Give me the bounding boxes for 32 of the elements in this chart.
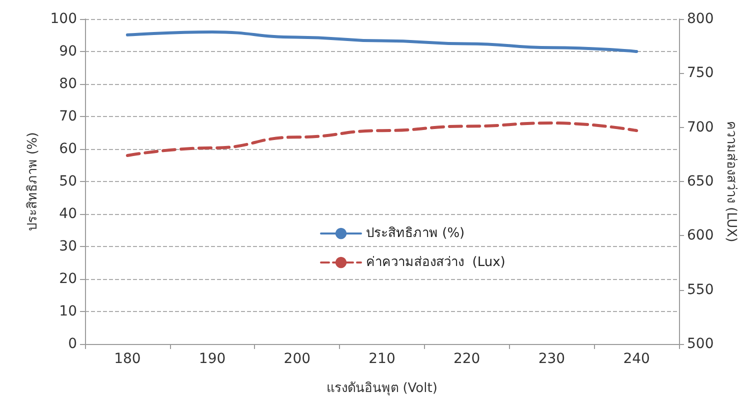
y-tick-label: 30	[59, 238, 77, 254]
y2-tick-label: 750	[687, 65, 714, 82]
x-tick-label: 190	[198, 351, 226, 367]
y-tick-label: 100	[50, 11, 77, 27]
x-tick-label: 240	[623, 351, 650, 367]
y-tick-label: 60	[59, 141, 77, 157]
line-series	[126, 30, 638, 53]
y-tick-label: 50	[59, 174, 77, 190]
x-axis-title: แรงดันอินพุต (Volt)	[326, 381, 438, 396]
line-series	[126, 122, 638, 157]
y2-tick-label: 800	[687, 11, 714, 27]
x-tick-label: 230	[538, 351, 566, 367]
y-tick-label: 40	[59, 206, 77, 222]
y-tick-label: 70	[59, 108, 77, 124]
y2-tick-label: 650	[687, 174, 714, 190]
x-tick-label: 180	[114, 351, 141, 367]
legend-label: ประสิทธิภาพ (%)	[366, 226, 465, 241]
y-tick-label: 10	[59, 304, 77, 320]
y-tick-label: 20	[59, 271, 77, 287]
y2-tick-label: 550	[687, 282, 714, 298]
y-axis-title: ประสิทธิภาพ (%)	[25, 132, 40, 231]
y2-tick-label: 600	[687, 228, 714, 244]
y2-axis-title: ความส่องสว่าง (LUX)	[724, 120, 739, 242]
y-tick-label: 90	[59, 44, 77, 60]
y-tick-label: 80	[59, 76, 77, 92]
x-tick-label: 200	[284, 351, 311, 367]
y2-tick-label: 500	[687, 336, 714, 352]
x-tick-label: 210	[368, 351, 396, 367]
x-tick-label: 220	[453, 351, 480, 367]
y-tick-label: 0	[68, 336, 77, 352]
y2-tick-label: 700	[687, 119, 714, 136]
legend-label: ค่าความส่องสว่าง (Lux)	[366, 255, 506, 270]
